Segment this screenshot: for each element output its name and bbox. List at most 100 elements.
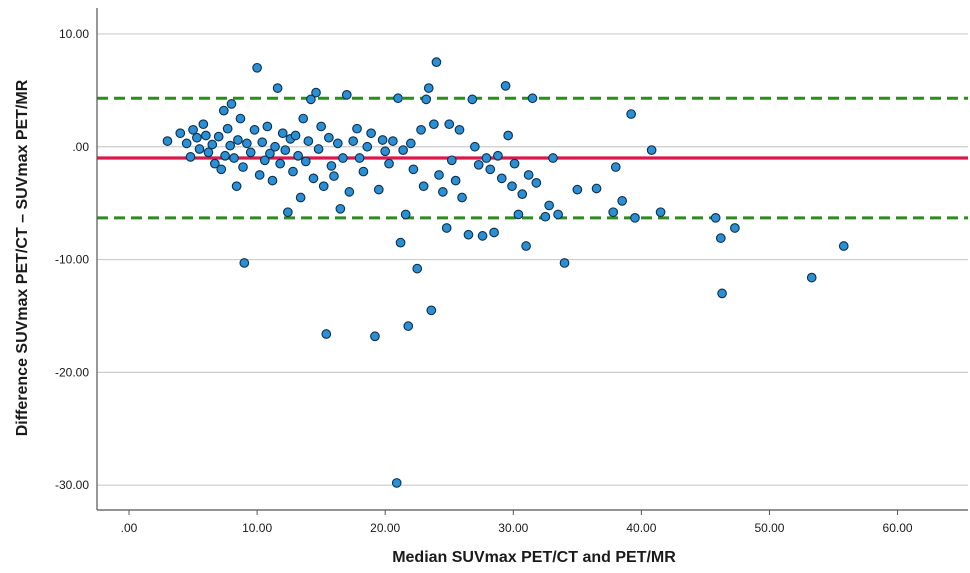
y-tick-label: -30.00 (55, 478, 89, 492)
data-point (225, 140, 236, 151)
data-point (838, 241, 849, 251)
y-tick-label: -10.00 (55, 253, 89, 267)
data-point (450, 175, 461, 186)
data-point (500, 80, 511, 91)
data-point (249, 124, 260, 135)
data-point (426, 305, 437, 316)
data-point (377, 135, 388, 145)
data-point (630, 212, 640, 223)
data-point (388, 136, 398, 146)
data-point (517, 189, 528, 199)
data-point (318, 181, 329, 192)
data-point (366, 128, 376, 139)
data-point (457, 192, 467, 203)
data-point (373, 184, 384, 195)
data-point (617, 196, 628, 206)
x-tick-label: .00 (121, 521, 138, 535)
data-point (162, 136, 173, 146)
data-point (348, 136, 359, 146)
data-point (730, 223, 740, 233)
data-point (293, 150, 303, 161)
data-point (418, 181, 429, 192)
data-point (188, 124, 198, 135)
data-point (496, 173, 507, 184)
data-point (338, 153, 348, 163)
data-point (181, 138, 192, 149)
data-point (463, 229, 474, 240)
data-point (509, 158, 520, 169)
x-tick-label: 10.00 (242, 521, 272, 535)
data-point (175, 128, 186, 139)
x-tick-label: 30.00 (498, 521, 528, 535)
data-point (316, 121, 327, 132)
data-point (646, 145, 657, 155)
data-point (300, 156, 311, 167)
data-point (507, 181, 517, 192)
x-axis-title: Median SUVmax PET/CT and PET/MR (392, 549, 676, 566)
data-point (252, 62, 262, 73)
data-point (233, 135, 243, 145)
data-point (226, 99, 237, 109)
data-point (489, 227, 499, 238)
data-point (242, 138, 252, 149)
data-point (485, 164, 496, 175)
data-point (608, 207, 619, 218)
data-point (308, 173, 319, 184)
data-point (185, 152, 196, 162)
data-point (717, 288, 727, 299)
data-point (544, 200, 555, 211)
data-point (477, 231, 488, 241)
data-point (270, 141, 280, 152)
data-point (329, 171, 339, 181)
data-point (259, 155, 270, 166)
data-point (323, 132, 334, 143)
data-point (405, 138, 416, 149)
data-point (313, 144, 324, 154)
data-point (370, 331, 380, 342)
data-point (416, 124, 426, 135)
data-point (473, 159, 484, 170)
data-point (391, 478, 402, 488)
data-points (162, 57, 849, 488)
data-point (523, 170, 534, 180)
data-point (254, 170, 265, 180)
data-point (591, 183, 602, 194)
data-point (213, 131, 224, 142)
axes (96, 8, 968, 515)
data-point (321, 329, 332, 339)
y-axis-title: Difference SUVmax PET/CT – SUVmax PET/MR (14, 79, 31, 436)
data-point (207, 139, 218, 150)
data-point (531, 178, 542, 188)
y-tick-label: 10.00 (59, 27, 89, 41)
data-point (710, 212, 721, 223)
x-tick-label: 60.00 (883, 521, 913, 535)
data-point (275, 158, 286, 169)
data-point (326, 161, 337, 171)
data-point (303, 136, 314, 146)
data-point (201, 130, 211, 141)
data-point (400, 209, 411, 220)
data-point (470, 141, 480, 152)
x-tick-label: 40.00 (626, 521, 656, 535)
data-point (408, 164, 419, 175)
data-point (358, 166, 369, 177)
data-point (198, 119, 209, 130)
data-point (431, 57, 442, 67)
data-point (332, 138, 343, 149)
x-tick-label: 20.00 (370, 521, 400, 535)
data-point (441, 223, 452, 233)
data-point (434, 170, 444, 180)
data-point (572, 184, 583, 195)
data-point (335, 203, 346, 214)
data-point (493, 150, 503, 161)
data-point (354, 153, 365, 163)
data-point (344, 187, 355, 197)
data-point (218, 105, 229, 116)
data-point (295, 192, 306, 203)
data-point (384, 158, 394, 169)
data-point (421, 94, 432, 105)
data-point (412, 263, 423, 274)
data-point (238, 162, 248, 172)
data-point (265, 148, 275, 159)
data-point (209, 158, 220, 169)
